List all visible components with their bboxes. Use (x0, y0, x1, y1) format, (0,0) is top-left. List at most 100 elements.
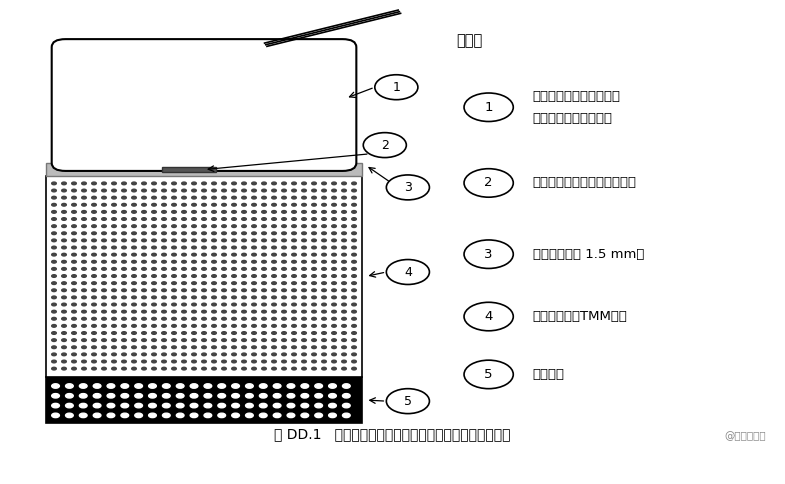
Circle shape (212, 360, 217, 363)
Circle shape (272, 211, 276, 213)
Circle shape (212, 325, 217, 327)
Circle shape (181, 260, 186, 263)
Circle shape (152, 339, 156, 342)
Circle shape (202, 303, 206, 306)
Circle shape (332, 310, 336, 313)
Circle shape (292, 239, 297, 242)
Circle shape (301, 318, 306, 320)
Circle shape (82, 289, 86, 291)
Circle shape (202, 360, 206, 363)
Circle shape (79, 413, 87, 418)
Bar (162, 166, 216, 172)
Circle shape (272, 310, 276, 313)
Circle shape (65, 413, 73, 418)
Circle shape (162, 268, 166, 270)
Circle shape (312, 253, 316, 256)
Circle shape (261, 182, 266, 185)
Circle shape (162, 318, 166, 320)
Circle shape (62, 225, 66, 227)
Circle shape (242, 318, 246, 320)
Circle shape (52, 275, 57, 277)
Circle shape (261, 203, 266, 206)
Circle shape (162, 218, 166, 220)
Circle shape (282, 225, 287, 227)
Circle shape (135, 413, 142, 418)
Circle shape (102, 182, 106, 185)
Circle shape (252, 346, 257, 348)
Circle shape (221, 275, 226, 277)
Circle shape (172, 325, 177, 327)
Circle shape (122, 367, 126, 370)
Circle shape (301, 384, 309, 388)
Circle shape (218, 413, 225, 418)
Circle shape (82, 296, 86, 299)
Circle shape (192, 346, 196, 348)
Circle shape (181, 182, 186, 185)
Text: 仿组织材料（TMM）；: 仿组织材料（TMM）； (532, 310, 627, 323)
Circle shape (352, 367, 356, 370)
Circle shape (162, 332, 166, 334)
Circle shape (261, 211, 266, 213)
Circle shape (322, 225, 327, 227)
Circle shape (62, 325, 66, 327)
Circle shape (62, 232, 66, 235)
Circle shape (292, 339, 297, 342)
Circle shape (232, 225, 236, 227)
Circle shape (212, 296, 217, 299)
Circle shape (71, 367, 76, 370)
Circle shape (111, 310, 116, 313)
Circle shape (232, 339, 236, 342)
Circle shape (272, 268, 276, 270)
Circle shape (111, 325, 116, 327)
Circle shape (102, 275, 106, 277)
Circle shape (172, 239, 177, 242)
Circle shape (272, 239, 276, 242)
Circle shape (92, 246, 97, 249)
Text: 4: 4 (404, 266, 412, 278)
Circle shape (82, 218, 86, 220)
Circle shape (202, 325, 206, 327)
Circle shape (261, 318, 266, 320)
Circle shape (252, 253, 257, 256)
Circle shape (181, 360, 186, 363)
Circle shape (332, 367, 336, 370)
Circle shape (332, 325, 336, 327)
Circle shape (259, 413, 267, 418)
Circle shape (292, 211, 297, 213)
Circle shape (322, 296, 327, 299)
Circle shape (322, 246, 327, 249)
Circle shape (261, 260, 266, 263)
Circle shape (232, 325, 236, 327)
Circle shape (152, 282, 156, 285)
Circle shape (121, 403, 129, 408)
Circle shape (464, 240, 513, 269)
Circle shape (52, 268, 57, 270)
Circle shape (252, 318, 257, 320)
Circle shape (192, 203, 196, 206)
Circle shape (102, 296, 106, 299)
Circle shape (82, 339, 86, 342)
Circle shape (352, 360, 356, 363)
Circle shape (71, 303, 76, 306)
Circle shape (172, 346, 177, 348)
Circle shape (122, 260, 126, 263)
Circle shape (242, 289, 246, 291)
Circle shape (192, 289, 196, 291)
Circle shape (341, 318, 346, 320)
Circle shape (52, 353, 57, 356)
Circle shape (242, 339, 246, 342)
Circle shape (192, 296, 196, 299)
Circle shape (71, 318, 76, 320)
Circle shape (152, 232, 156, 235)
Circle shape (341, 189, 346, 192)
Circle shape (82, 182, 86, 185)
Circle shape (315, 403, 323, 408)
Circle shape (292, 197, 297, 199)
Circle shape (181, 296, 186, 299)
Circle shape (142, 268, 146, 270)
Circle shape (71, 339, 76, 342)
Circle shape (232, 211, 236, 213)
Circle shape (122, 332, 126, 334)
Circle shape (341, 296, 346, 299)
Circle shape (212, 232, 217, 235)
